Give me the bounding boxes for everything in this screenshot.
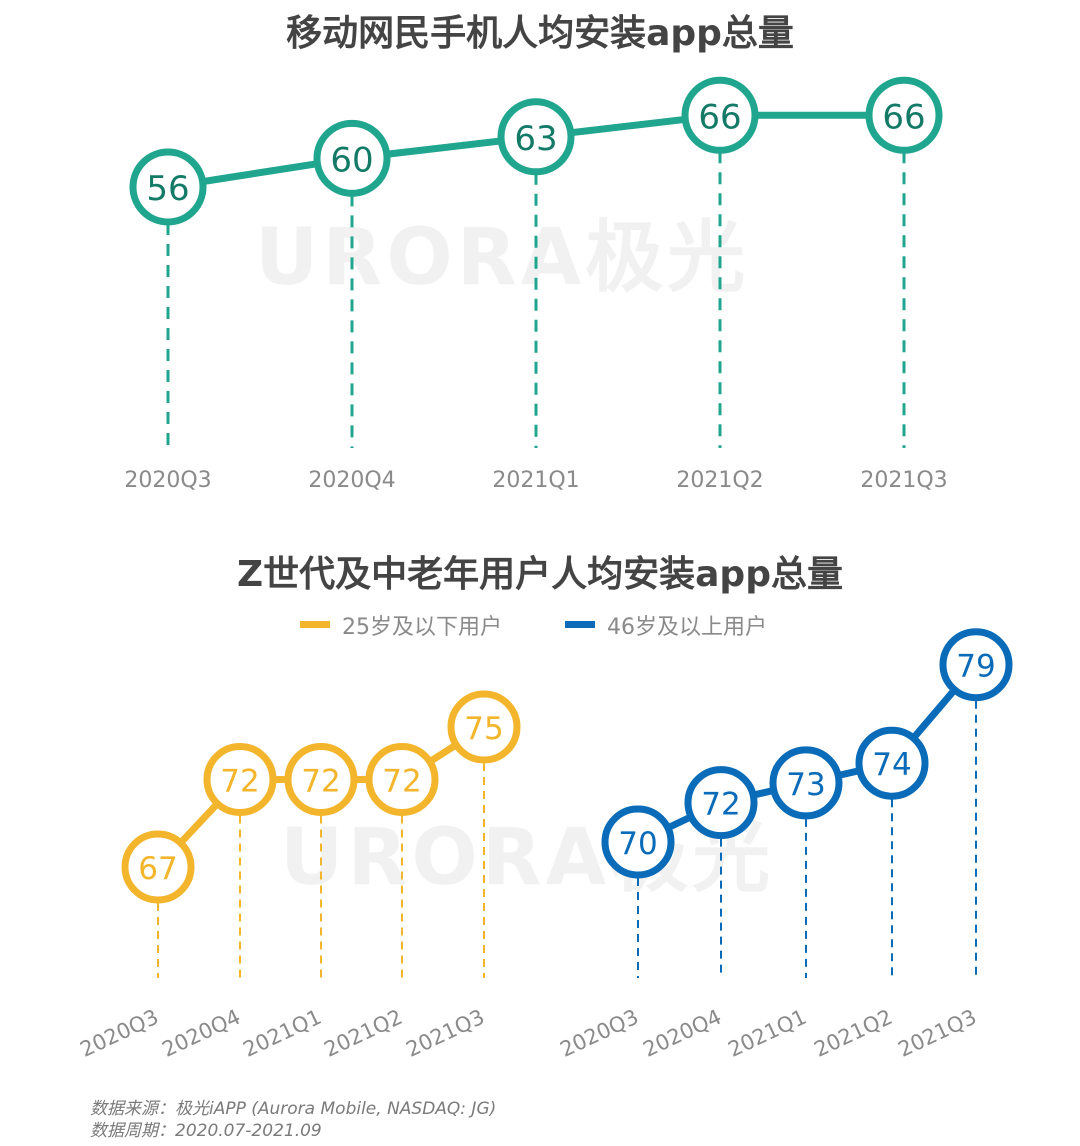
data-point: [684, 766, 758, 840]
x-tick-label: 2021Q3: [402, 1005, 488, 1062]
legend-label: 25岁及以下用户: [342, 615, 502, 640]
x-tick-label: 2020Q3: [76, 1005, 162, 1062]
x-tick-label: 2021Q3: [894, 1005, 980, 1062]
data-point: [497, 98, 575, 176]
data-point: [284, 743, 358, 816]
data-point: [939, 628, 1013, 702]
legend-label: 46岁及以上用户: [607, 615, 767, 640]
data-point: [769, 746, 843, 820]
data-label: 73: [786, 767, 825, 803]
data-label: 60: [330, 140, 373, 180]
period-note: 数据周期：2020.07-2021.09: [90, 1121, 322, 1141]
data-point: [865, 76, 943, 154]
watermark-top: URORA极光: [255, 213, 750, 303]
data-label: 74: [872, 747, 911, 783]
data-label: 72: [301, 764, 340, 800]
watermark-bottom: URORA极光: [280, 813, 775, 903]
data-point: [681, 76, 759, 154]
chart-title-total: 移动网民手机人均安装app总量: [286, 13, 794, 54]
data-point: [129, 148, 207, 226]
data-label: 72: [382, 764, 421, 800]
chart-title-age-groups: Z世代及中老年用户人均安装app总量: [237, 554, 843, 595]
data-point: [121, 830, 195, 904]
x-tick-label: 2020Q3: [124, 468, 211, 493]
x-tick-label: 2021Q2: [676, 468, 763, 493]
x-tick-label: 2020Q4: [158, 1005, 244, 1062]
data-point: [601, 805, 675, 879]
x-tick-label: 2020Q4: [639, 1005, 725, 1062]
data-point: [365, 743, 439, 816]
x-tick-label: 2021Q2: [810, 1005, 896, 1062]
data-label: 72: [701, 787, 740, 823]
x-tick-label: 2020Q3: [556, 1005, 642, 1062]
data-label: 72: [220, 764, 259, 800]
data-label: 63: [514, 119, 557, 159]
x-tick-label: 2021Q2: [320, 1005, 406, 1062]
source-note: 数据来源：极光iAPP (Aurora Mobile, NASDAQ: JG): [90, 1099, 497, 1119]
legend-swatch: [300, 621, 330, 628]
data-point: [203, 743, 277, 816]
x-tick-label: 2020Q4: [308, 468, 395, 493]
data-label: 75: [464, 711, 503, 747]
data-label: 67: [138, 851, 177, 887]
data-label: 79: [956, 649, 995, 685]
data-label: 70: [618, 826, 657, 862]
x-tick-label: 2021Q1: [492, 468, 579, 493]
data-label: 66: [882, 97, 925, 137]
data-label: 66: [698, 97, 741, 137]
chart-1: 56 60 63 66 66 2020Q3 2020Q4 2021Q1 2021Q2 2021Q3: [124, 76, 948, 493]
data-point: [313, 119, 391, 197]
legend-swatch: [565, 621, 595, 628]
data-point: [855, 726, 929, 800]
data-label: 56: [146, 169, 189, 209]
x-tick-label: 2021Q1: [724, 1005, 810, 1062]
x-tick-label: 2021Q1: [239, 1005, 325, 1062]
x-tick-label: 2021Q3: [860, 468, 947, 493]
data-point: [447, 690, 521, 764]
